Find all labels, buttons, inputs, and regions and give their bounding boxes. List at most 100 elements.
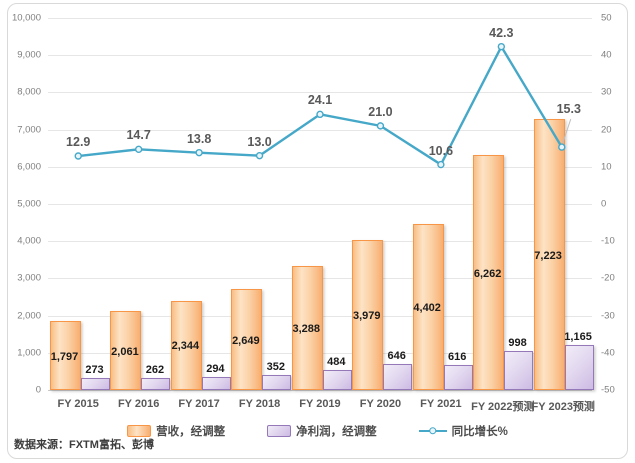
legend-item-profit: 净利润，经调整 [267,423,377,439]
line-marker-icon [428,427,437,435]
gridline [48,241,592,243]
profit-bar-label: 294 [206,363,225,376]
growth-line-label: 10.6 [428,143,454,158]
line-marker [497,42,506,51]
profit-bar [504,350,534,390]
legend-label-revenue: 营收，经调整 [156,426,226,438]
line-marker [316,110,324,119]
growth-line-label: 13.8 [186,131,212,146]
profit-bar-label: 646 [387,349,406,362]
x-axis-label: FY 2020 [359,398,402,410]
y-axis-left-tick: 1,000 [17,347,41,359]
revenue-bar-label: 3,979 [352,310,381,322]
revenue-bar [412,224,444,390]
growth-line-label: 14.7 [126,128,151,143]
y-axis-left-tick: 4,000 [17,235,41,247]
profit-bar-label: 998 [508,336,527,349]
line-marker [74,152,82,160]
y-axis-right-tick: 40 [601,49,612,61]
growth-line-label: 13.0 [247,134,272,149]
x-axis-label: FY 2015 [57,398,99,410]
revenue-bar-label: 2,649 [232,334,260,347]
revenue-bar-label: 3,288 [292,322,321,335]
y-axis-left-tick: 2,000 [17,310,41,322]
y-axis-right-tick: 20 [601,124,612,136]
legend-item-revenue: 营收，经调整 [127,423,225,439]
y-axis-right-tick: -50 [601,384,615,396]
profit-bar [262,374,292,390]
revenue-bar-label: 4,402 [413,302,441,315]
x-axis-label: FY 2021 [420,398,462,410]
gridline [48,129,592,131]
line-marker [558,143,566,151]
y-axis-left-tick: 6,000 [17,161,41,173]
growth-line-label: 12.9 [66,135,91,149]
profit-bar [322,370,352,390]
x-axis-label: FY 2022预测 [471,401,535,413]
legend: 营收，经调整 净利润，经调整 同比增长% [0,422,635,440]
line-marker [437,160,445,169]
revenue-bar [170,300,202,390]
profit-bar-label: 262 [145,364,165,377]
profit-bar [201,377,231,390]
y-axis-right-tick: -10 [601,235,615,247]
y-axis-right-tick: -40 [601,347,615,359]
legend-label-growth: 同比增长% [451,426,508,438]
y-axis-left-tick: 5,000 [17,198,41,210]
profit-bar [81,377,110,390]
growth-line-svg [74,42,572,169]
profit-bar-label: 484 [327,356,346,368]
y-axis-right-tick: 30 [601,86,612,98]
x-axis-label: FY 2017 [178,398,220,410]
gridline [48,55,592,57]
profit-swatch-icon [267,425,292,437]
revenue-bar-label: 6,262 [473,267,502,280]
revenue-bar [533,119,565,390]
line-marker [134,145,143,154]
y-axis-left-tick: 9,000 [17,49,41,61]
legend-label-profit: 净利润，经调整 [296,426,377,438]
growth-line-label: 24.1 [307,93,333,108]
growth-line-swatch-icon [418,427,447,435]
y-axis-left-tick: 0 [35,384,41,396]
source-note: 数据来源：FXTM富拓、彭博 [14,439,154,451]
revenue-bar-label: 2,344 [171,340,200,353]
y-axis-right-tick: -20 [601,272,615,284]
line-marker [376,122,385,130]
revenue-bar [231,289,263,390]
revenue-bar [473,155,505,390]
y-axis-left-tick: 10,000 [11,12,41,24]
gridline [48,92,592,94]
growth-line-label: 21.0 [368,104,393,119]
profit-bar [383,363,413,390]
y-axis-left-tick: 3,000 [17,272,41,284]
y-axis-left-tick: 7,000 [17,124,41,136]
revenue-bar-label: 7,223 [534,249,562,262]
revenue-bar [291,265,323,390]
y-axis-right-tick: 0 [601,198,607,210]
revenue-bar [352,239,384,390]
profit-bar [443,365,473,390]
line-marker [195,148,203,157]
profit-bar [564,344,594,390]
growth-line-label: 15.3 [556,102,581,117]
revenue-bar-label: 2,061 [111,345,139,358]
label-leader-line [562,118,572,144]
profit-bar-label: 616 [447,351,467,364]
revenue-bar-label: 1,797 [50,350,79,363]
revenue-bar [110,311,142,390]
gridline [48,390,592,391]
x-axis-label: FY 2019 [299,398,341,410]
profit-bar-label: 352 [266,360,286,373]
x-axis-label: FY 2023预测 [531,401,595,413]
profit-bar [141,378,171,390]
revenue-bar [50,321,81,390]
x-axis-label: FY 2018 [238,398,281,410]
growth-line-label: 42.3 [489,25,514,40]
legend-item-growth: 同比增长% [418,423,508,439]
line-marker [255,151,264,160]
gridline [48,204,592,205]
y-axis-right-tick: -30 [601,310,615,322]
plot-area: 10,000 50 9,000 40 8,000 30 7,000 20 6,000 10 5,00… [12,13,615,414]
